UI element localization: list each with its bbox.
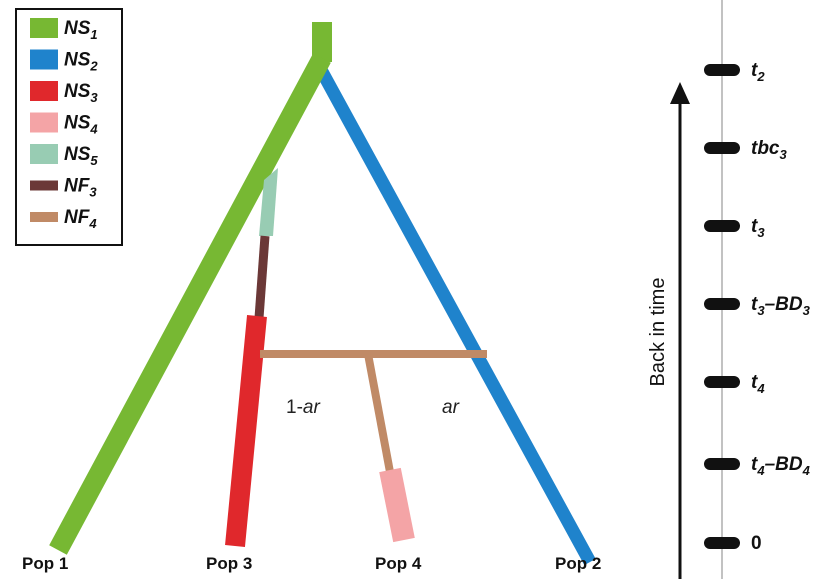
time-tick xyxy=(704,376,740,388)
legend: NS1 NS2 NS3 NS4 NS5 NF3 NF4 xyxy=(15,8,123,246)
legend-label-ns5: NS5 xyxy=(64,144,98,168)
time-tick xyxy=(704,220,740,232)
nf3-branch xyxy=(254,235,270,319)
legend-label-nf3: NF3 xyxy=(64,176,97,200)
time-label: 0 xyxy=(751,533,762,554)
ns3-branch xyxy=(225,315,267,547)
nf4-branch xyxy=(364,353,394,473)
pop3-label: Pop 3 xyxy=(206,554,252,573)
arrowhead-icon xyxy=(670,82,690,104)
time-label: tbc3 xyxy=(751,138,788,162)
pop1-label: Pop 1 xyxy=(22,554,68,573)
time-label: t3 xyxy=(751,216,765,240)
time-tick xyxy=(704,298,740,310)
legend-swatch-nf4 xyxy=(30,212,58,222)
legend-label-ns4: NS4 xyxy=(64,113,98,137)
population-tree: 1-ar ar Pop 1 Pop 3 Pop 4 Pop 2 xyxy=(22,22,601,573)
legend-swatch-ns1 xyxy=(30,18,58,38)
time-label: t2 xyxy=(751,60,765,84)
ns4-branch xyxy=(379,467,415,543)
ns1-branch xyxy=(49,53,331,555)
legend-swatch-ns4 xyxy=(30,112,58,133)
legend-label-nf4: NF4 xyxy=(64,207,97,231)
admix-label-right: ar xyxy=(442,397,460,418)
admix-label-left: 1-ar xyxy=(286,397,320,418)
legend-swatch-ns5 xyxy=(30,144,58,164)
legend-swatch-ns2 xyxy=(30,49,58,70)
ns2-branch xyxy=(314,64,596,566)
legend-label-ns3: NS3 xyxy=(64,81,98,105)
ns5-branch xyxy=(259,168,278,236)
time-label: t3–BD3 xyxy=(751,294,811,318)
axis-title: Back in time xyxy=(647,278,669,387)
legend-label-ns2: NS2 xyxy=(64,50,98,74)
time-tick xyxy=(704,458,740,470)
time-tick xyxy=(704,64,740,76)
legend-swatch-nf3 xyxy=(30,180,58,191)
pop2-label: Pop 2 xyxy=(555,554,601,573)
time-label: t4 xyxy=(751,372,765,396)
pop4-label: Pop 4 xyxy=(375,554,422,573)
legend-label-ns1: NS1 xyxy=(64,18,98,42)
time-axis: Back in time t2 tbc3 t3 t3–BD3 t4 t4–BD4 0 xyxy=(647,0,811,579)
time-tick xyxy=(704,142,740,154)
time-label: t4–BD4 xyxy=(751,454,811,478)
legend-swatch-ns3 xyxy=(30,81,58,101)
time-tick xyxy=(704,537,740,549)
